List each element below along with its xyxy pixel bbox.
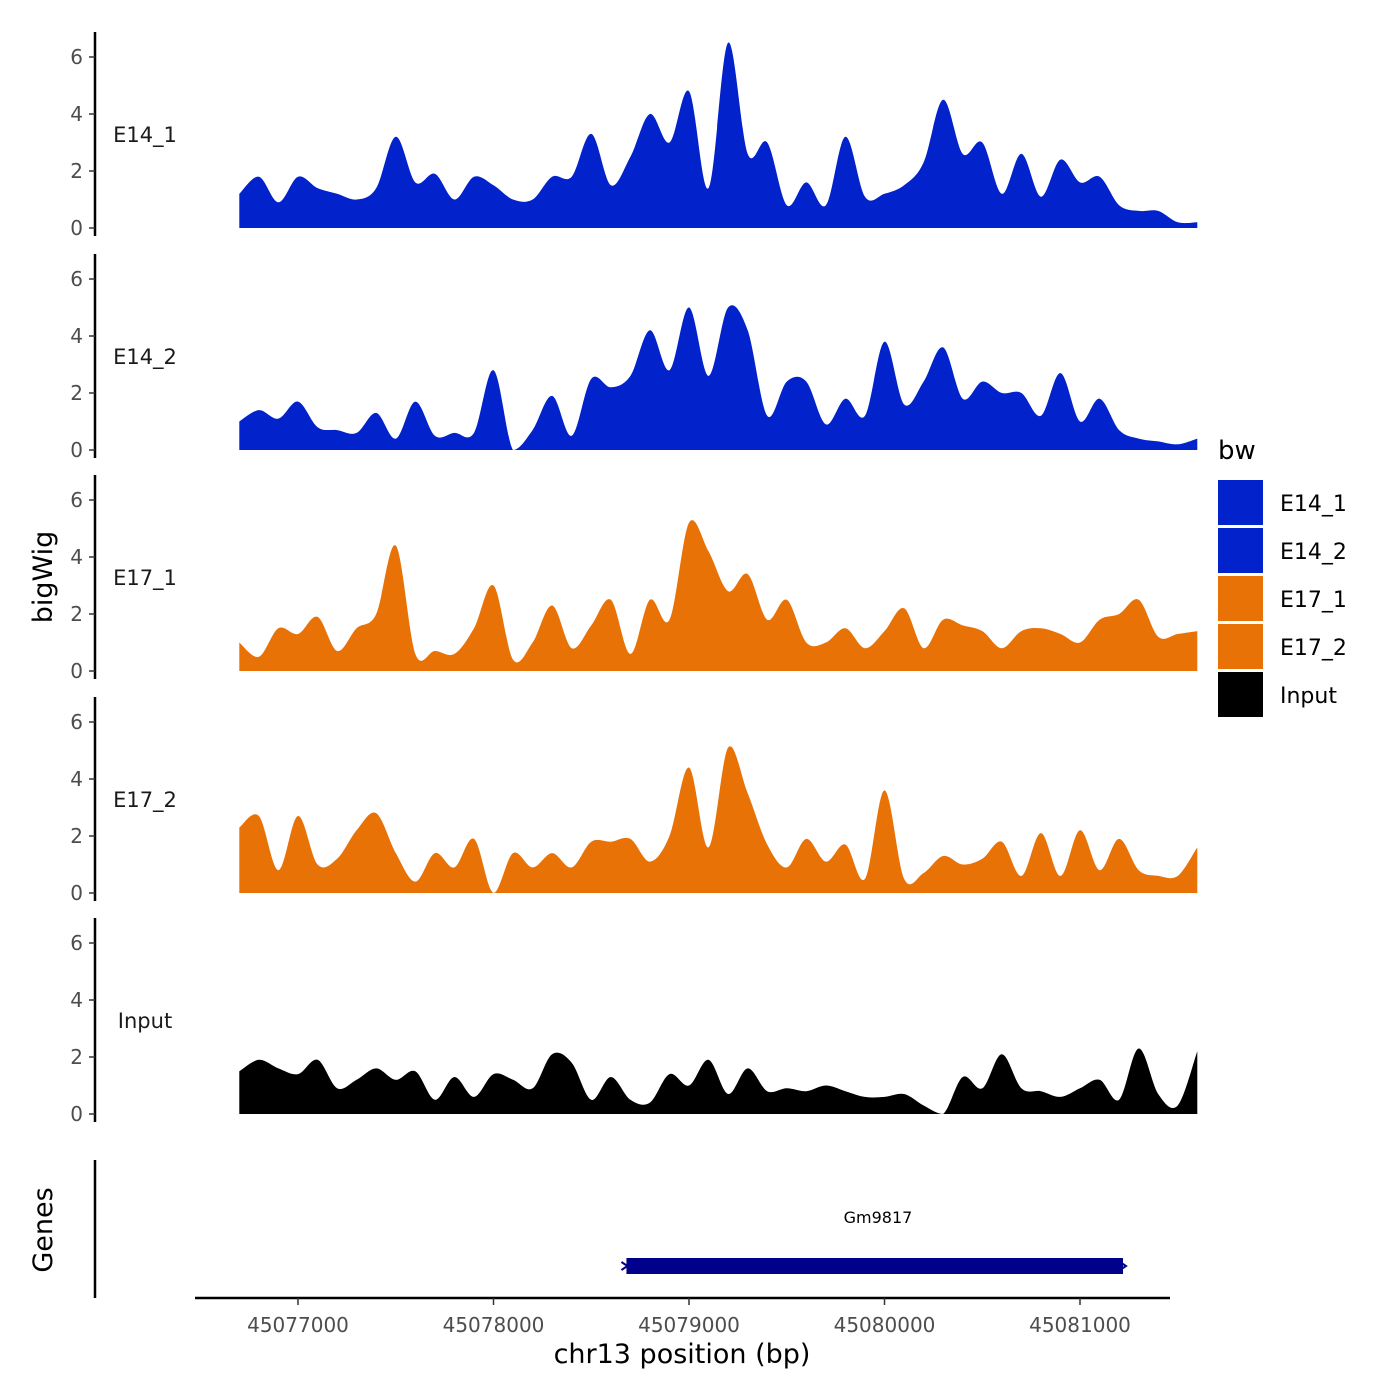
track-E17_1: 0 2 4 6 E17_1 [70,475,1198,683]
strand-arrow-icon [1119,1261,1128,1271]
legend-swatch [1218,528,1263,573]
track-label: Input [118,1009,172,1033]
x-tick-label: 45080000 [834,1313,936,1337]
gene-body [626,1258,1124,1274]
y-tick-label: 4 [70,102,83,126]
gene-models: Gm9817 [620,1208,1128,1274]
y-tick-label: 2 [70,824,83,848]
genes-panel: Gm9817 [93,1160,1128,1298]
x-axis: 45077000 45078000 45079000 45080000 45081000 [195,1296,1170,1337]
y-tick-label: 2 [70,381,83,405]
legend-label: E17_2 [1280,636,1347,661]
legend-swatch [1218,672,1263,717]
legend-title: bw [1218,436,1256,466]
legend: bw E14_1 E14_2 E17_1 E17_2 Input [1218,436,1347,717]
y-tick-label: 6 [70,931,83,955]
coverage-area-E14_1 [239,42,1198,228]
x-tick-label: 45079000 [638,1313,740,1337]
y-tick-label: 4 [70,988,83,1012]
track-E14_2: 0 2 4 6 E14_2 [70,254,1198,462]
y-tick-label: 2 [70,602,83,626]
track-label: E14_2 [113,345,177,370]
y-tick-label: 4 [70,767,83,791]
x-tick-label: 45081000 [1029,1313,1131,1337]
coverage-tracks: 0 2 4 6 E14_1 0 2 4 6 E14_2 0 2 4 6 E17_1 0 2 4 6 E17_2 0 2 4 6… [70,32,1198,1126]
legend-label: E14_1 [1280,492,1347,517]
track-E17_2: 0 2 4 6 E17_2 [70,697,1198,905]
x-tick-label: 45078000 [443,1313,545,1337]
track-label: E14_1 [113,123,177,148]
y-tick-label: 0 [70,659,83,683]
x-axis-title: chr13 position (bp) [554,1339,811,1370]
legend-label: Input [1280,684,1337,709]
y-tick-label: 4 [70,324,83,348]
legend-swatch [1218,624,1263,669]
track-E14_1: 0 2 4 6 E14_1 [70,32,1198,240]
gene-Gm9817: Gm9817 [620,1208,1128,1274]
y-tick-label: 4 [70,545,83,569]
y-tick-label: 0 [70,216,83,240]
y-tick-label: 6 [70,45,83,69]
strand-arrow-icon [620,1261,630,1271]
legend-entries: E14_1 E14_2 E17_1 E17_2 Input [1218,480,1347,717]
legend-entry-E14_1: E14_1 [1218,480,1347,525]
legend-label: E17_1 [1280,588,1347,613]
legend-entry-Input: Input [1218,672,1337,717]
coverage-area-E17_1 [239,520,1198,671]
y-tick-label: 2 [70,1045,83,1069]
y-tick-label: 6 [70,267,83,291]
coverage-area-Input [239,1048,1198,1114]
legend-swatch [1218,480,1263,525]
y-tick-label: 2 [70,159,83,183]
genes-axis-title: Genes [28,1187,59,1272]
legend-label: E14_2 [1280,540,1347,565]
legend-entry-E14_2: E14_2 [1218,528,1347,573]
legend-entry-E17_1: E17_1 [1218,576,1347,621]
legend-entry-E17_2: E17_2 [1218,624,1347,669]
track-label: E17_2 [113,788,177,813]
y-axis-title: bigWig [28,531,59,624]
y-tick-label: 6 [70,710,83,734]
y-tick-label: 0 [70,1102,83,1126]
coverage-area-E14_2 [239,305,1198,450]
y-tick-label: 0 [70,438,83,462]
x-ticks: 45077000 45078000 45079000 45080000 45081000 [247,1298,1131,1337]
track-Input: 0 2 4 6 Input [70,918,1198,1126]
track-label: E17_1 [113,566,177,591]
legend-swatch [1218,576,1263,621]
x-tick-label: 45077000 [247,1313,349,1337]
coverage-area-E17_2 [239,746,1198,893]
y-tick-label: 6 [70,488,83,512]
gene-name-label: Gm9817 [844,1208,913,1227]
y-tick-label: 0 [70,881,83,905]
